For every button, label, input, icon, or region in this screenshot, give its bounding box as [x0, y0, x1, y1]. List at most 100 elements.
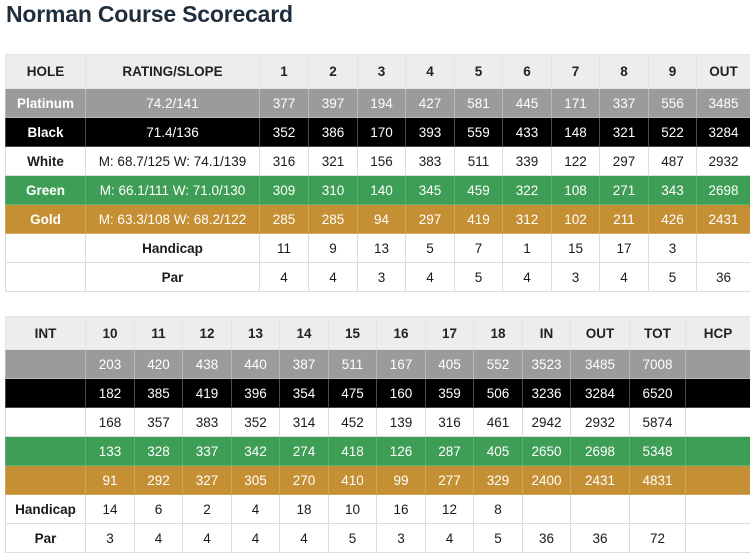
score-cell: 522 — [648, 117, 697, 147]
score-cell: 277 — [425, 465, 474, 495]
score-cell — [685, 436, 750, 466]
score-cell: 3236 — [522, 378, 571, 408]
score-cell: 420 — [134, 349, 183, 379]
score-cell: 170 — [357, 117, 406, 147]
score-cell: 337 — [599, 88, 649, 118]
score-cell: 297 — [405, 204, 455, 234]
score-cell: 552 — [473, 349, 523, 379]
score-cell: 3 — [85, 523, 135, 553]
back-header-cell: 13 — [231, 316, 280, 350]
score-cell: 357 — [134, 407, 183, 437]
score-cell: 475 — [328, 378, 377, 408]
row-label — [5, 378, 86, 408]
back-row-gold: 91 292 327 305 270 410 99 277 329 2400 2431 4831 — [5, 465, 750, 495]
score-cell: 405 — [473, 436, 523, 466]
score-cell: 419 — [454, 204, 503, 234]
back-header-cell: 18 — [473, 316, 523, 350]
score-cell: 419 — [182, 378, 232, 408]
score-cell: 3 — [648, 233, 697, 263]
score-cell — [685, 407, 750, 437]
score-cell: 2 — [182, 494, 232, 524]
front-header-cell: 3 — [357, 54, 406, 89]
score-cell: 352 — [231, 407, 280, 437]
score-cell: 4 — [405, 262, 455, 292]
back-row-platinum: 203 420 438 440 387 511 167 405 552 3523 3485 7008 — [5, 349, 750, 379]
back-header-row: INT 10 11 12 13 14 15 16 17 18 IN OUT TOT HCP — [5, 316, 750, 350]
front-row-handicap: Handicap 11 9 13 5 7 1 15 17 3 — [5, 233, 750, 263]
score-cell — [522, 494, 571, 524]
score-cell: 167 — [376, 349, 426, 379]
front-row-green: Green M: 66.1/111 W: 71.0/130 309 310 140 345… — [5, 175, 750, 205]
score-cell: 342 — [231, 436, 280, 466]
score-cell: 13 — [357, 233, 406, 263]
row-label — [5, 465, 86, 495]
row-label — [5, 436, 86, 466]
score-cell: 445 — [502, 88, 552, 118]
score-cell: 4 — [502, 262, 552, 292]
score-cell: 91 — [85, 465, 135, 495]
score-cell: 377 — [259, 88, 309, 118]
score-cell: 133 — [85, 436, 135, 466]
score-cell: 7008 — [629, 349, 686, 379]
score-cell: 168 — [85, 407, 135, 437]
score-cell: 3 — [551, 262, 600, 292]
score-cell: 12 — [425, 494, 474, 524]
front-row-par: Par 4 4 3 4 5 4 3 4 5 36 — [5, 262, 750, 292]
score-cell: 94 — [357, 204, 406, 234]
score-cell: 328 — [134, 436, 183, 466]
score-cell: 2400 — [522, 465, 571, 495]
score-cell: 4 — [231, 523, 280, 553]
score-cell: 285 — [308, 204, 358, 234]
score-cell: 102 — [551, 204, 600, 234]
score-cell: 312 — [502, 204, 552, 234]
score-cell: 5874 — [629, 407, 686, 437]
score-cell: 452 — [328, 407, 377, 437]
score-cell: 36 — [696, 262, 750, 292]
score-cell: 16 — [376, 494, 426, 524]
score-cell: 383 — [405, 146, 455, 176]
score-cell: 427 — [405, 88, 455, 118]
score-cell: 327 — [182, 465, 232, 495]
score-cell: 316 — [259, 146, 309, 176]
score-cell: 2932 — [696, 146, 750, 176]
front-header-cell: 5 — [454, 54, 503, 89]
score-cell: 182 — [85, 378, 135, 408]
score-cell: 309 — [259, 175, 309, 205]
score-cell: 122 — [551, 146, 600, 176]
score-cell: 297 — [599, 146, 649, 176]
row-label: Par — [5, 523, 86, 553]
score-cell: 126 — [376, 436, 426, 466]
back-row-black: 182 385 419 396 354 475 160 359 506 3236 3284 6520 — [5, 378, 750, 408]
score-cell: 3 — [357, 262, 406, 292]
score-cell: 211 — [599, 204, 649, 234]
score-cell: 581 — [454, 88, 503, 118]
score-cell: 99 — [376, 465, 426, 495]
front-header-cell: OUT — [696, 54, 750, 89]
score-cell — [685, 465, 750, 495]
back-row-handicap: Handicap 14 6 2 4 18 10 16 12 8 — [5, 494, 750, 524]
front-row-white: White M: 68.7/125 W: 74.1/139 316 321 156 383… — [5, 146, 750, 176]
score-cell: 2431 — [696, 204, 750, 234]
score-cell: 3284 — [696, 117, 750, 147]
score-cell: 171 — [551, 88, 600, 118]
score-cell: 9 — [308, 233, 358, 263]
score-cell: 4 — [182, 523, 232, 553]
front-header-cell: HOLE — [5, 54, 86, 89]
score-cell: 2698 — [696, 175, 750, 205]
score-cell: 2650 — [522, 436, 571, 466]
score-cell: 3523 — [522, 349, 571, 379]
score-cell: 5 — [454, 262, 503, 292]
score-cell: 387 — [279, 349, 329, 379]
back-header-cell: IN — [522, 316, 571, 350]
score-cell: 3485 — [696, 88, 750, 118]
back-nine-scorecard: INT 10 11 12 13 14 15 16 17 18 IN OUT TOT HCP 203 420 43… — [5, 316, 750, 553]
score-cell — [570, 494, 630, 524]
score-cell: 203 — [85, 349, 135, 379]
score-cell: 1 — [502, 233, 552, 263]
back-header-cell: HCP — [685, 316, 750, 350]
score-cell: 426 — [648, 204, 697, 234]
page-title: Norman Course Scorecard — [6, 1, 293, 27]
back-header-cell: 10 — [85, 316, 135, 350]
score-cell: 5 — [405, 233, 455, 263]
row-label: White — [5, 146, 86, 176]
